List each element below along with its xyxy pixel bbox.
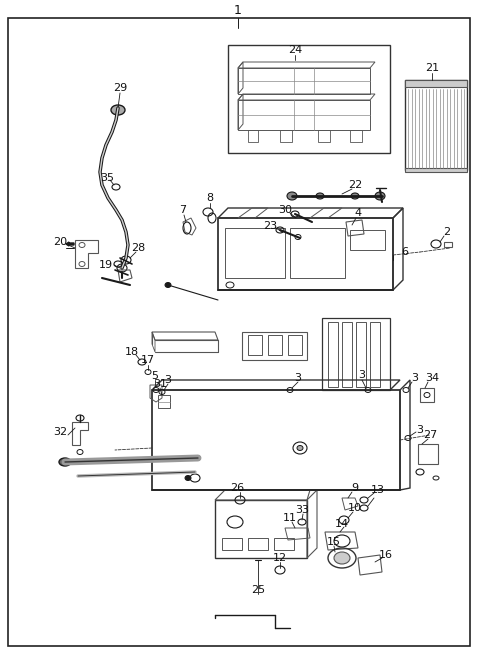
- Text: 31: 31: [153, 379, 167, 389]
- Bar: [322, 318, 390, 390]
- Ellipse shape: [59, 458, 71, 466]
- Text: 3: 3: [295, 373, 301, 383]
- Bar: [444, 242, 452, 247]
- Text: 7: 7: [180, 205, 187, 215]
- FancyArrow shape: [66, 242, 74, 246]
- Bar: [274, 538, 294, 550]
- Text: 5: 5: [152, 371, 158, 381]
- Text: 27: 27: [423, 430, 437, 440]
- Bar: [342, 322, 352, 387]
- Text: 30: 30: [278, 205, 292, 215]
- Text: 3: 3: [165, 375, 171, 385]
- Ellipse shape: [111, 105, 125, 115]
- Bar: [356, 322, 366, 387]
- Text: 1: 1: [234, 3, 242, 16]
- Text: 6: 6: [401, 247, 408, 257]
- Text: 11: 11: [283, 513, 297, 523]
- Text: 15: 15: [327, 537, 341, 547]
- Ellipse shape: [165, 283, 171, 288]
- Text: 34: 34: [425, 373, 439, 383]
- Bar: [350, 230, 385, 250]
- Bar: [215, 500, 307, 558]
- Text: 17: 17: [141, 355, 155, 365]
- Ellipse shape: [351, 193, 359, 199]
- Text: 25: 25: [251, 585, 265, 595]
- Ellipse shape: [375, 192, 385, 200]
- Ellipse shape: [185, 475, 191, 481]
- Bar: [370, 322, 380, 387]
- Bar: [405, 80, 467, 170]
- Text: 8: 8: [206, 193, 214, 203]
- Text: 9: 9: [351, 483, 359, 493]
- Text: 2: 2: [444, 227, 451, 237]
- Bar: [222, 538, 242, 550]
- Ellipse shape: [287, 192, 297, 200]
- Text: 33: 33: [295, 505, 309, 515]
- Bar: [228, 45, 390, 153]
- Bar: [328, 322, 338, 387]
- Text: 12: 12: [273, 553, 287, 563]
- Text: 14: 14: [335, 519, 349, 529]
- Text: 28: 28: [131, 243, 145, 253]
- Ellipse shape: [297, 445, 303, 451]
- Ellipse shape: [316, 193, 324, 199]
- Bar: [418, 444, 438, 464]
- Text: 22: 22: [348, 180, 362, 190]
- Text: 3: 3: [359, 370, 365, 380]
- Text: 3: 3: [417, 425, 423, 435]
- Bar: [152, 390, 400, 490]
- Text: 19: 19: [99, 260, 113, 270]
- Bar: [290, 228, 345, 278]
- Text: 18: 18: [125, 347, 139, 357]
- Text: 23: 23: [263, 221, 277, 231]
- Bar: [420, 388, 434, 402]
- Text: 16: 16: [379, 550, 393, 560]
- Text: 21: 21: [425, 63, 439, 73]
- Bar: [405, 80, 467, 87]
- Bar: [218, 218, 393, 290]
- Text: 26: 26: [230, 483, 244, 493]
- Ellipse shape: [334, 552, 350, 564]
- Text: 13: 13: [371, 485, 385, 495]
- Text: 24: 24: [288, 45, 302, 55]
- Text: 3: 3: [411, 373, 419, 383]
- Text: 4: 4: [354, 208, 361, 218]
- Bar: [405, 168, 467, 172]
- Bar: [225, 228, 285, 278]
- Text: 32: 32: [53, 427, 67, 437]
- Text: 35: 35: [100, 173, 114, 183]
- Text: 10: 10: [348, 503, 362, 513]
- Bar: [242, 332, 307, 360]
- Bar: [248, 538, 268, 550]
- Text: 20: 20: [53, 237, 67, 247]
- Text: 29: 29: [113, 83, 127, 93]
